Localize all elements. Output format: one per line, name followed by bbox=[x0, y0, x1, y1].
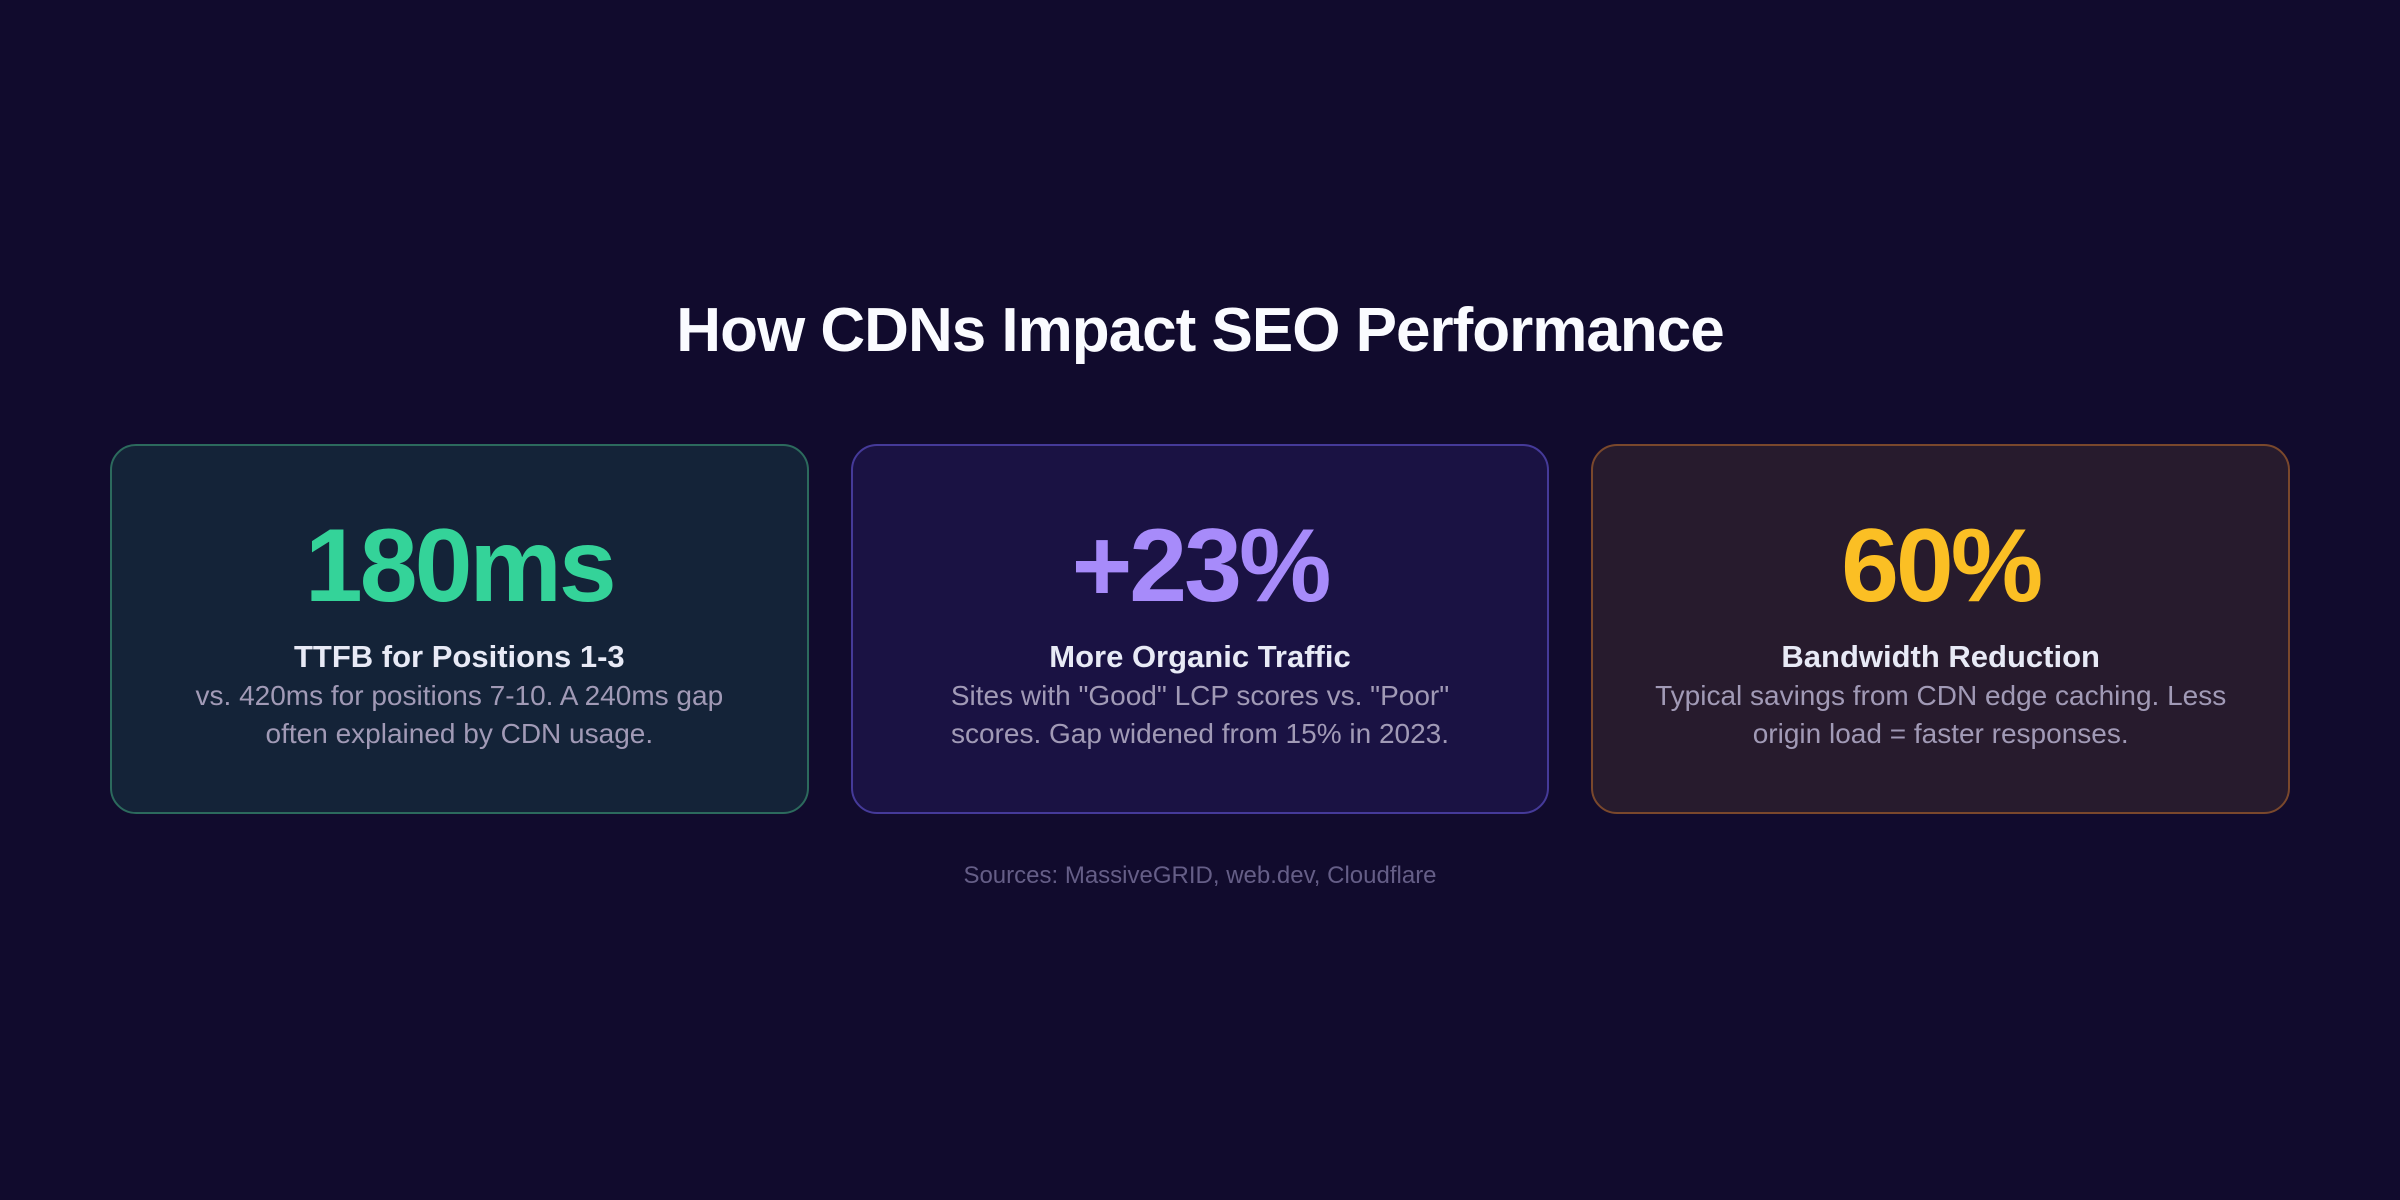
stat-label: More Organic Traffic bbox=[1049, 639, 1351, 675]
stat-description: Typical savings from CDN edge caching. L… bbox=[1655, 680, 2227, 750]
page-title: How CDNs Impact SEO Performance bbox=[676, 296, 1724, 365]
stat-cards-row: 180ms TTFB for Positions 1-3 vs. 420ms f… bbox=[110, 444, 2291, 815]
stat-description: vs. 420ms for positions 7-10. A 240ms ga… bbox=[195, 680, 724, 750]
stat-card: 180ms TTFB for Positions 1-3 vs. 420ms f… bbox=[110, 444, 809, 815]
stat-label: Bandwidth Reduction bbox=[1781, 639, 2100, 675]
stat-description: Sites with "Good" LCP scores vs. "Poor" … bbox=[950, 680, 1450, 750]
stat-card: +23% More Organic Traffic Sites with "Go… bbox=[850, 444, 1550, 815]
stat-value: 180ms bbox=[304, 508, 617, 625]
stat-value: 60% bbox=[1841, 508, 2043, 625]
stat-card: 60% Bandwidth Reduction Typical savings … bbox=[1591, 444, 2291, 815]
sources-note: Sources: MassiveGRID, web.dev, Cloudflar… bbox=[963, 862, 1437, 890]
stat-value: +23% bbox=[1071, 508, 1332, 625]
stat-label: TTFB for Positions 1-3 bbox=[293, 639, 625, 675]
